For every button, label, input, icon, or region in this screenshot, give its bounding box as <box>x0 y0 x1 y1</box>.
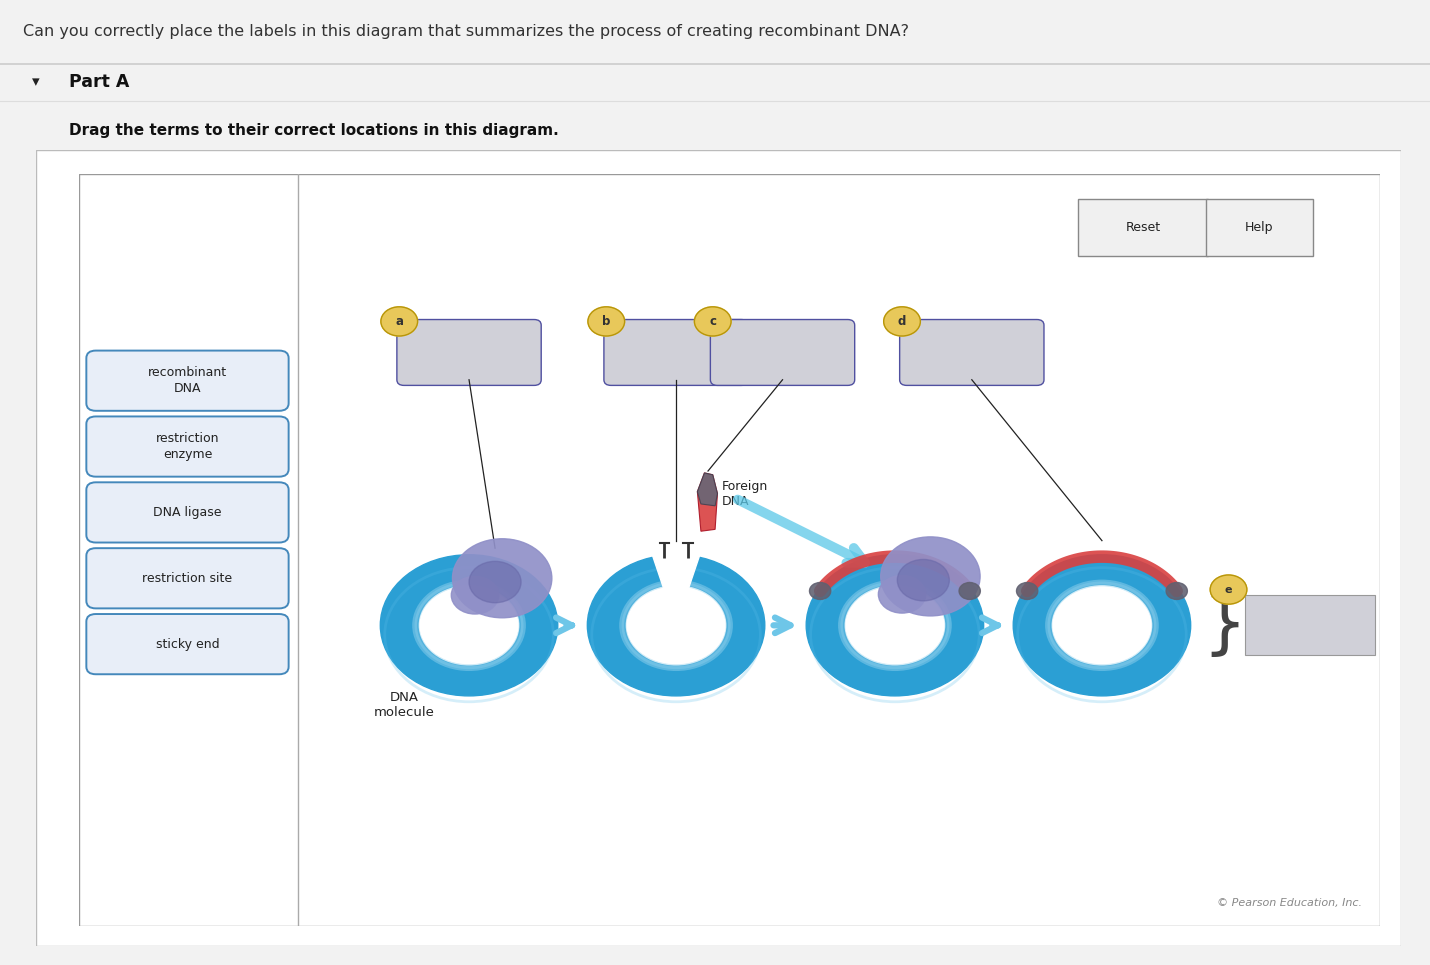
Circle shape <box>1165 583 1187 599</box>
Text: Reset: Reset <box>1125 221 1161 234</box>
Text: Foreign
DNA: Foreign DNA <box>722 481 768 509</box>
Polygon shape <box>698 473 718 506</box>
Text: Drag the terms to their correct locations in this diagram.: Drag the terms to their correct location… <box>69 123 558 138</box>
Text: c: c <box>709 315 716 328</box>
FancyBboxPatch shape <box>711 319 855 385</box>
Circle shape <box>380 555 558 696</box>
Wedge shape <box>652 553 699 625</box>
Circle shape <box>588 307 625 336</box>
Text: sticky end: sticky end <box>156 638 219 650</box>
Text: © Pearson Education, Inc.: © Pearson Education, Inc. <box>1217 897 1363 908</box>
FancyBboxPatch shape <box>86 482 289 542</box>
Text: Can you correctly place the labels in this diagram that summarizes the process o: Can you correctly place the labels in th… <box>23 24 909 39</box>
Circle shape <box>380 307 418 336</box>
Text: a: a <box>395 315 403 328</box>
Polygon shape <box>698 473 718 531</box>
Text: Help: Help <box>1246 221 1274 234</box>
FancyBboxPatch shape <box>86 350 289 411</box>
Circle shape <box>588 555 765 696</box>
Text: restriction site: restriction site <box>143 572 233 585</box>
Circle shape <box>452 538 552 618</box>
Circle shape <box>884 307 921 336</box>
FancyBboxPatch shape <box>86 548 289 608</box>
Text: DNA
molecule: DNA molecule <box>373 691 435 719</box>
Circle shape <box>845 586 945 665</box>
Text: b: b <box>602 315 611 328</box>
Text: restriction
enzyme: restriction enzyme <box>156 432 219 461</box>
Circle shape <box>897 560 950 601</box>
FancyBboxPatch shape <box>79 174 1380 926</box>
Text: recombinant
DNA: recombinant DNA <box>147 367 227 395</box>
FancyBboxPatch shape <box>36 150 1401 946</box>
Circle shape <box>626 586 726 665</box>
Text: Part A: Part A <box>69 72 129 91</box>
Circle shape <box>878 575 925 613</box>
Circle shape <box>881 537 980 616</box>
Circle shape <box>809 583 831 599</box>
FancyBboxPatch shape <box>86 417 289 477</box>
Circle shape <box>960 583 981 599</box>
Circle shape <box>469 562 521 603</box>
Circle shape <box>807 555 984 696</box>
Circle shape <box>1210 575 1247 604</box>
Text: DNA ligase: DNA ligase <box>153 506 222 519</box>
FancyBboxPatch shape <box>398 319 541 385</box>
Text: }: } <box>1203 592 1247 659</box>
FancyBboxPatch shape <box>1078 199 1208 256</box>
Text: d: d <box>898 315 907 328</box>
Circle shape <box>419 586 519 665</box>
FancyBboxPatch shape <box>899 319 1044 385</box>
Circle shape <box>1052 586 1151 665</box>
Circle shape <box>452 576 499 614</box>
Circle shape <box>695 307 731 336</box>
Text: e: e <box>1224 585 1233 594</box>
FancyBboxPatch shape <box>1246 595 1376 655</box>
FancyBboxPatch shape <box>1205 199 1313 256</box>
Circle shape <box>1017 583 1038 599</box>
Circle shape <box>1014 555 1191 696</box>
FancyBboxPatch shape <box>603 319 748 385</box>
Text: ▾: ▾ <box>31 74 39 90</box>
FancyBboxPatch shape <box>86 614 289 675</box>
